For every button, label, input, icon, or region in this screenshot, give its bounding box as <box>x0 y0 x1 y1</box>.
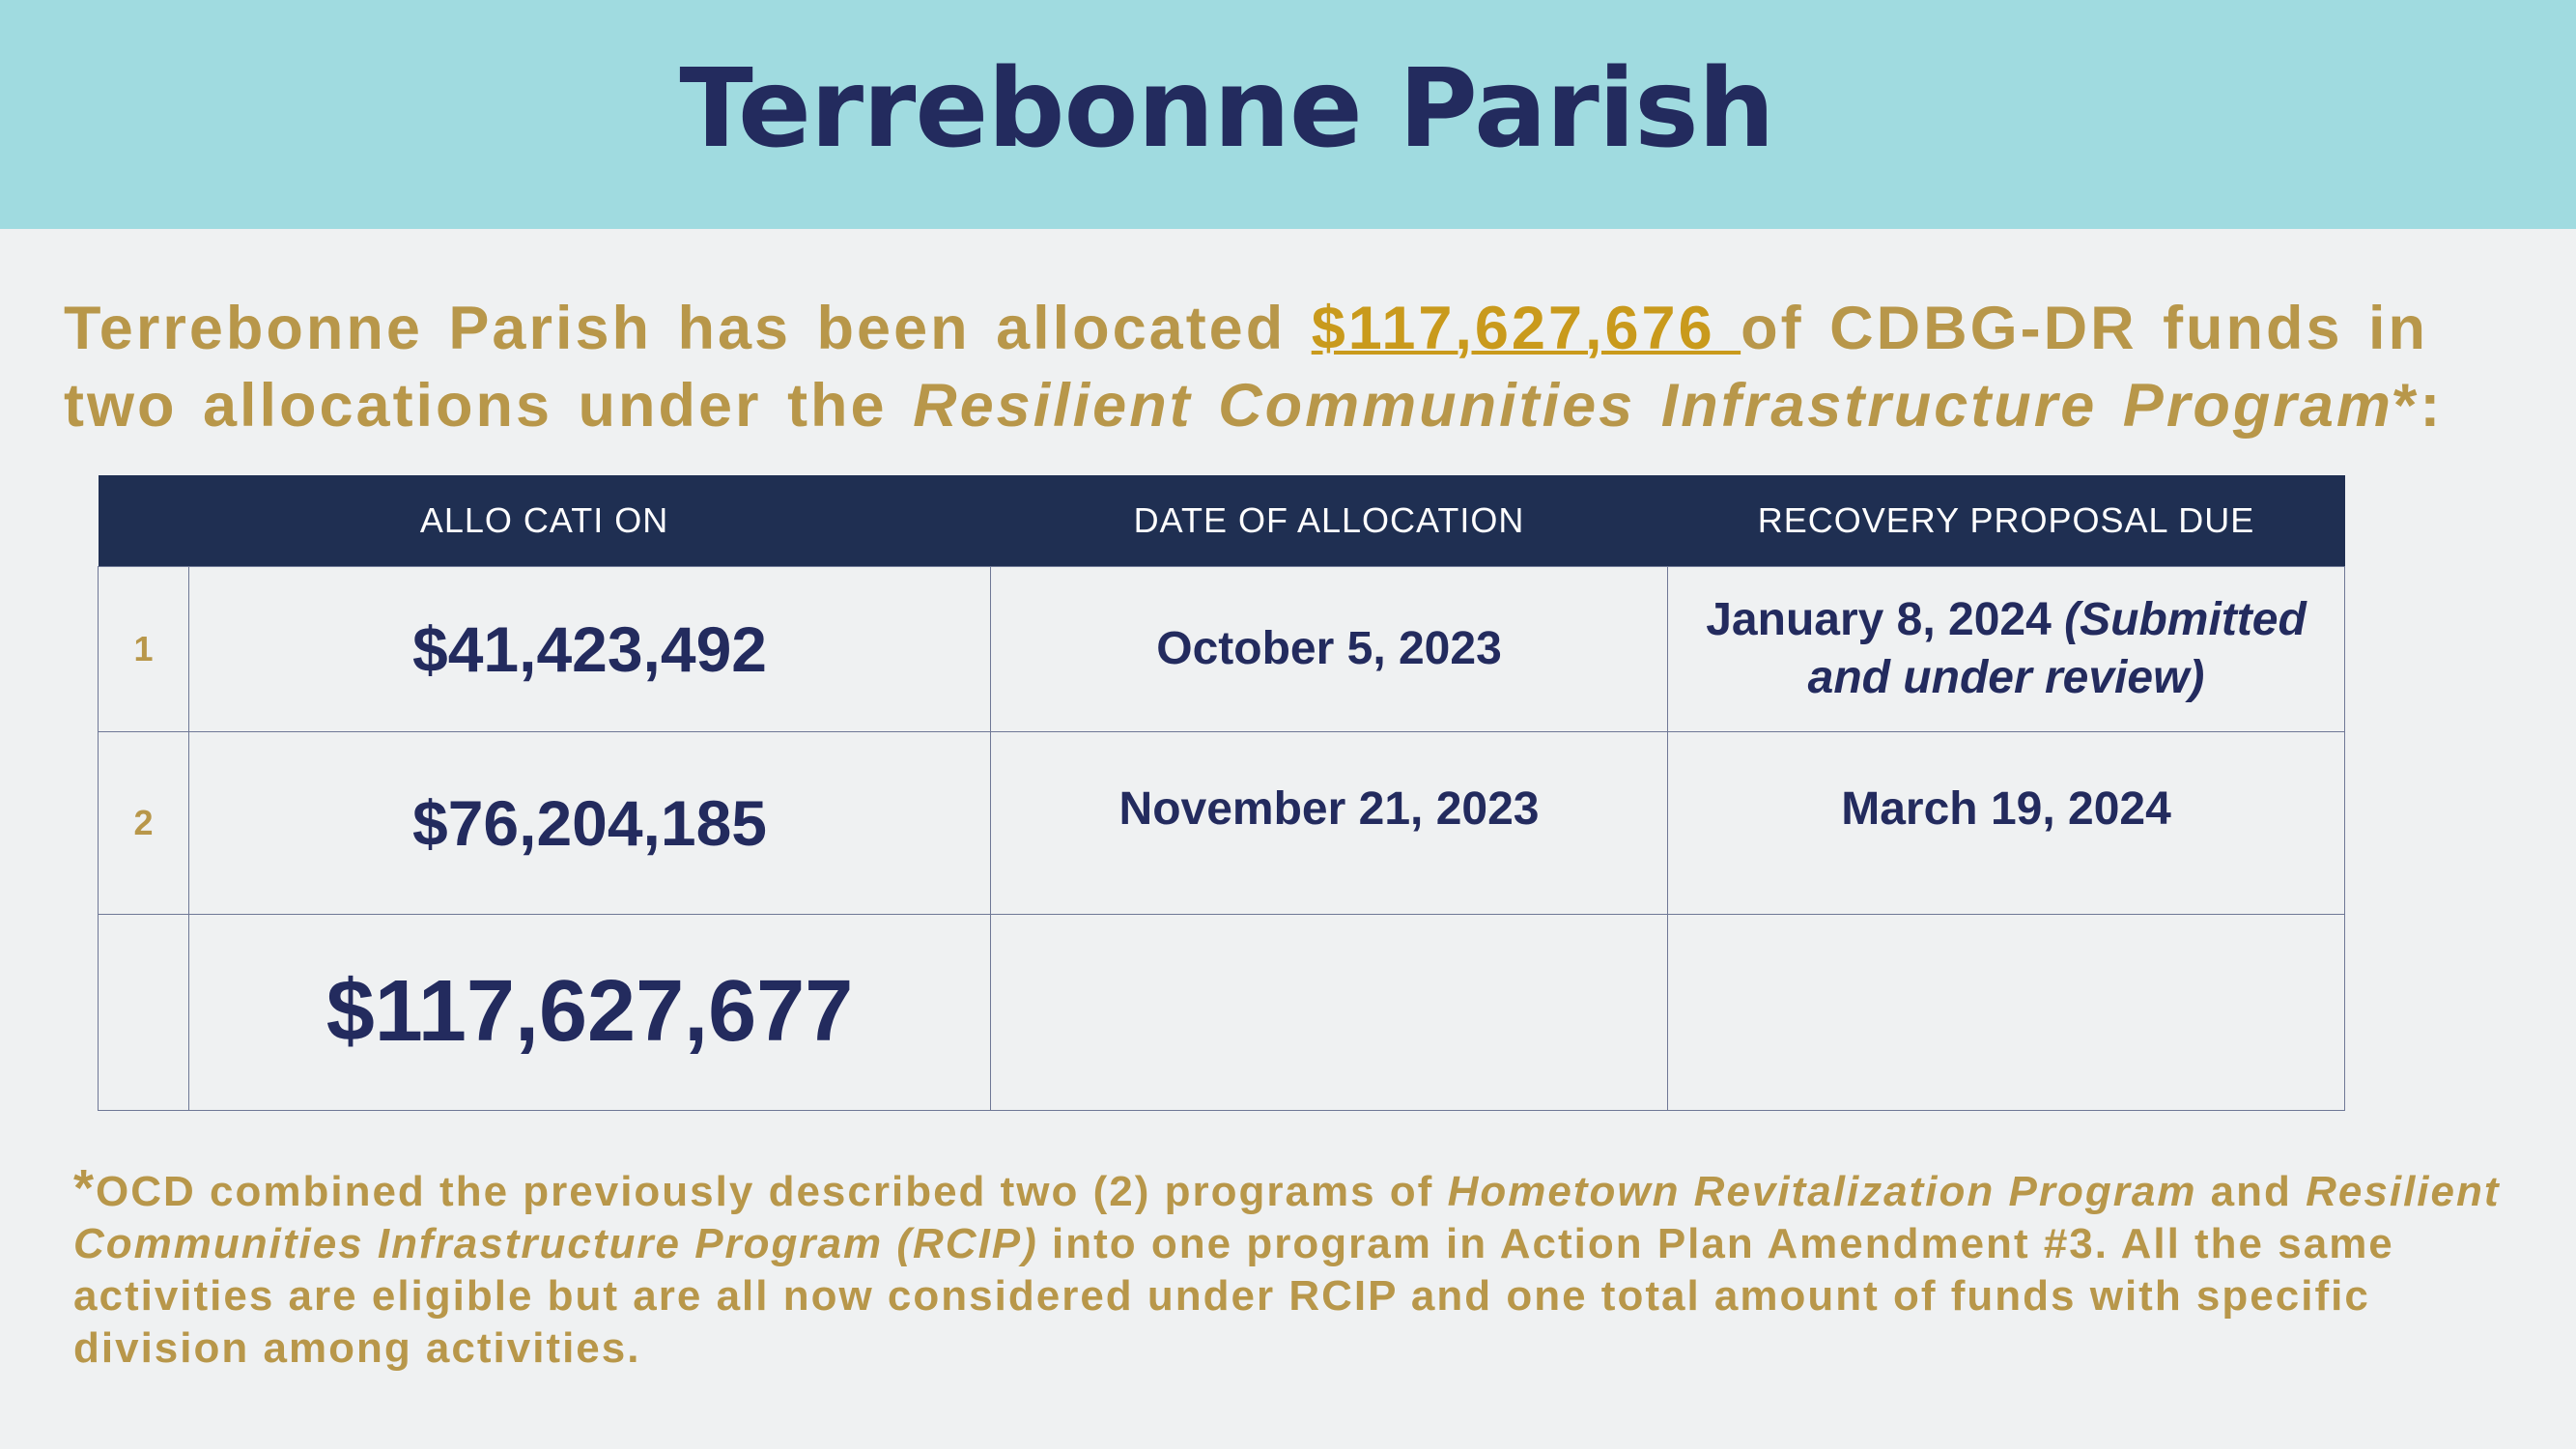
allocation-date: October 5, 2023 <box>990 565 1669 732</box>
table-row: 2 $76,204,185 November 21, 2023 March 19… <box>98 730 2346 915</box>
footnote-program-1: Hometown Revitalization Program <box>1447 1168 2197 1215</box>
proposal-due-note: (Submitted and under review) <box>1807 593 2307 703</box>
header-allocation: ALLO CATI ON <box>98 475 991 566</box>
table-total-row: $117,627,677 <box>98 913 2346 1111</box>
row-number: 2 <box>98 730 189 915</box>
allocation-amount: $41,423,492 <box>187 565 992 732</box>
intro-text-middle: of CDBG-DR funds in two allocations unde… <box>64 295 2429 440</box>
empty-cell <box>1667 913 2346 1111</box>
table-header-row: ALLO CATI ON DATE OF ALLOCATION RECOVERY… <box>98 475 2345 566</box>
allocation-date: November 21, 2023 <box>990 730 1669 915</box>
allocation-table: ALLO CATI ON DATE OF ALLOCATION RECOVERY… <box>98 475 2346 1111</box>
footnote-text-2: and <box>2196 1168 2307 1215</box>
header-recovery-proposal-due: RECOVERY PROPOSAL DUE <box>1667 475 2345 566</box>
footnote-asterisk: * <box>73 1159 97 1217</box>
intro-text-after: *: <box>2392 372 2444 440</box>
intro-paragraph: Terrebonne Parish has been allocated $11… <box>64 290 2517 444</box>
empty-cell <box>98 913 189 1111</box>
title-banner: Terrebonne Parish <box>0 0 2576 229</box>
table-row: 1 $41,423,492 October 5, 2023 January 8,… <box>98 565 2346 732</box>
footnote-text-3: into one program in Action Plan Amendmen… <box>73 1220 2394 1372</box>
allocation-amount: $76,204,185 <box>187 730 992 915</box>
footnote: *OCD combined the previously described t… <box>73 1162 2527 1375</box>
page-title: Terrebonne Parish <box>679 46 1774 172</box>
proposal-due: January 8, 2024 (Submitted and under rev… <box>1667 565 2346 732</box>
allocated-amount: $117,627,676 <box>1311 295 1741 362</box>
proposal-due-date: January 8, 2024 <box>1706 593 2065 645</box>
total-amount: $117,627,677 <box>187 913 992 1111</box>
row-number: 1 <box>98 565 189 732</box>
footnote-program-2: Resilient Communities Infrastructure Pro… <box>73 1168 2501 1267</box>
empty-cell <box>990 913 1669 1111</box>
proposal-due: March 19, 2024 <box>1667 730 2346 915</box>
intro-text-before: Terrebonne Parish has been allocated <box>64 295 1312 362</box>
footnote-text-1: OCD combined the previously described tw… <box>96 1168 1448 1215</box>
header-date-of-allocation: DATE OF ALLOCATION <box>990 475 1668 566</box>
program-name: Resilient Communities Infrastructure Pro… <box>913 372 2393 440</box>
